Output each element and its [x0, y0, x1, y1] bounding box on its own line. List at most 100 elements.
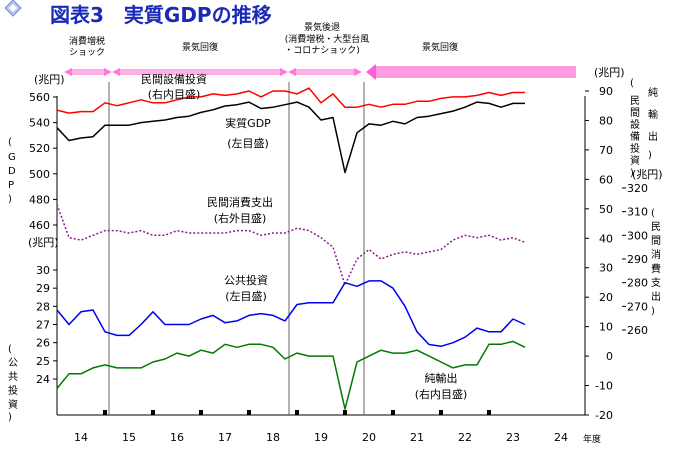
y-tick-label-left: 480 — [29, 193, 50, 206]
x-tick-label: 23 — [506, 431, 520, 444]
y-tick-label-right: 90 — [599, 85, 613, 98]
y-tick-label-right: 60 — [599, 173, 613, 186]
x-tick-label: 14 — [74, 431, 88, 444]
y-tick-label-right: 80 — [599, 114, 613, 127]
x-tick-label: 17 — [218, 431, 232, 444]
y-tick-label-left: 26 — [36, 337, 50, 350]
svg-text:G: G — [8, 152, 16, 163]
series-line — [56, 87, 525, 114]
y-tick-label-left: 25 — [36, 355, 50, 368]
y-tick-label-right: 290 — [627, 253, 648, 266]
x-tick-label: 20 — [362, 431, 376, 444]
gdp-unit: (兆円) — [34, 73, 65, 86]
x-tick-label: 18 — [266, 431, 280, 444]
svg-text:共: 共 — [8, 371, 18, 383]
y-tick-label-right: 40 — [599, 232, 613, 245]
svg-text:(: ( — [8, 137, 12, 148]
y-tick-label-left: 30 — [36, 264, 50, 277]
y-tick-label-right: 300 — [627, 229, 648, 242]
svg-text:): ) — [651, 306, 655, 317]
label-gdp-2: (左目盛) — [227, 136, 269, 150]
y-tick-label-right: -20 — [595, 409, 613, 422]
y-tick-label-left: 500 — [29, 168, 50, 181]
svg-text:間: 間 — [651, 235, 661, 247]
svg-text:): ) — [630, 168, 634, 179]
y-tick-label-left: 540 — [29, 117, 50, 130]
y-tick-label-right: 270 — [627, 300, 648, 313]
year-marker — [343, 410, 347, 415]
x-tick-label: 15 — [122, 431, 136, 444]
svg-text:投: 投 — [630, 142, 640, 155]
y-tick-label-left: 560 — [29, 91, 50, 104]
phase-arrows — [64, 64, 576, 80]
x-tick-label: 22 — [458, 431, 472, 444]
y-tick-label-left: 460 — [29, 219, 50, 232]
svg-text:資: 資 — [8, 399, 18, 411]
label-capex-2: (右内目盛) — [148, 87, 201, 101]
public-axis-name: ( 公 共 投 資 ) — [8, 344, 18, 423]
year-marker — [487, 410, 491, 415]
label-public-1: 公共投資 — [224, 273, 268, 287]
svg-text:(: ( — [651, 208, 655, 219]
year-marker — [247, 410, 251, 415]
y-tick-label-right: -10 — [595, 380, 613, 393]
svg-text:費: 費 — [651, 262, 661, 275]
svg-text:公: 公 — [8, 358, 18, 369]
phase-3-line1: 景気後退 — [304, 21, 340, 33]
right-outer-axis-name: ( 民 間 消 費 支 出 ) — [651, 208, 661, 317]
phase-2-label: 景気回復 — [182, 41, 218, 53]
y-tick-label-right: 70 — [599, 144, 613, 157]
y-tick-label-right: 320 — [627, 182, 648, 195]
y-tick-label-right: 260 — [627, 324, 648, 337]
y-tick-label-right: 10 — [599, 321, 613, 334]
label-public-2: (左目盛) — [225, 289, 267, 303]
title-icon — [4, 0, 22, 17]
phase-1-line1: 消費増税 — [69, 35, 105, 47]
svg-text:): ) — [8, 194, 12, 205]
series-line — [56, 340, 526, 410]
series-line — [56, 280, 526, 348]
svg-text:出: 出 — [648, 130, 658, 143]
year-marker — [199, 410, 203, 415]
right-outer-unit: (兆円) — [632, 168, 663, 181]
phase-3-line2: (消費増税・大型台風 — [285, 33, 370, 45]
svg-text:輸: 輸 — [648, 108, 658, 121]
year-marker — [103, 410, 107, 415]
year-marker — [439, 410, 443, 415]
y-tick-label-left: 27 — [36, 319, 50, 332]
gdp-axis-name: ( G D P ) — [8, 137, 16, 205]
public-unit: (兆円) — [28, 236, 59, 249]
y-tick-label-left: 24 — [36, 373, 50, 386]
svg-text:資: 資 — [630, 155, 640, 167]
svg-text:P: P — [8, 180, 14, 191]
svg-text:消: 消 — [651, 248, 661, 261]
axis-ticks: 14 15 16 17 18 19 20 21 22 23 24 年度5605405205004804… — [29, 85, 648, 445]
svg-text:): ) — [8, 412, 12, 423]
label-netexport-2: (右内目盛) — [415, 387, 468, 401]
svg-text:民: 民 — [651, 221, 661, 233]
svg-text:出: 出 — [651, 290, 661, 303]
year-marker — [151, 410, 155, 415]
svg-text:間: 間 — [630, 107, 640, 119]
label-gdp-1: 実質GDP — [225, 116, 271, 130]
right-inner-unit: (兆円) — [594, 66, 625, 79]
y-tick-label-left: 28 — [36, 300, 50, 313]
series-lines — [56, 87, 526, 410]
y-tick-label-right: 310 — [627, 206, 648, 219]
svg-text:): ) — [648, 150, 652, 161]
svg-text:民: 民 — [630, 95, 640, 107]
label-netexport-1: 純輸出 — [425, 371, 458, 385]
label-consumption-2: (右外目盛) — [214, 211, 267, 225]
y-tick-label-right: 280 — [627, 277, 648, 290]
x-axis-unit: 年度 — [583, 433, 601, 445]
chart-title: 図表3 実質GDPの推移 — [50, 3, 272, 27]
x-tick-label: 16 — [170, 431, 184, 444]
year-marker — [295, 410, 299, 415]
svg-text:設: 設 — [630, 118, 640, 131]
svg-text:純: 純 — [648, 86, 658, 99]
y-tick-label-left: 29 — [36, 282, 50, 295]
y-tick-label-left: 520 — [29, 142, 50, 155]
x-tick-label: 21 — [410, 431, 424, 444]
